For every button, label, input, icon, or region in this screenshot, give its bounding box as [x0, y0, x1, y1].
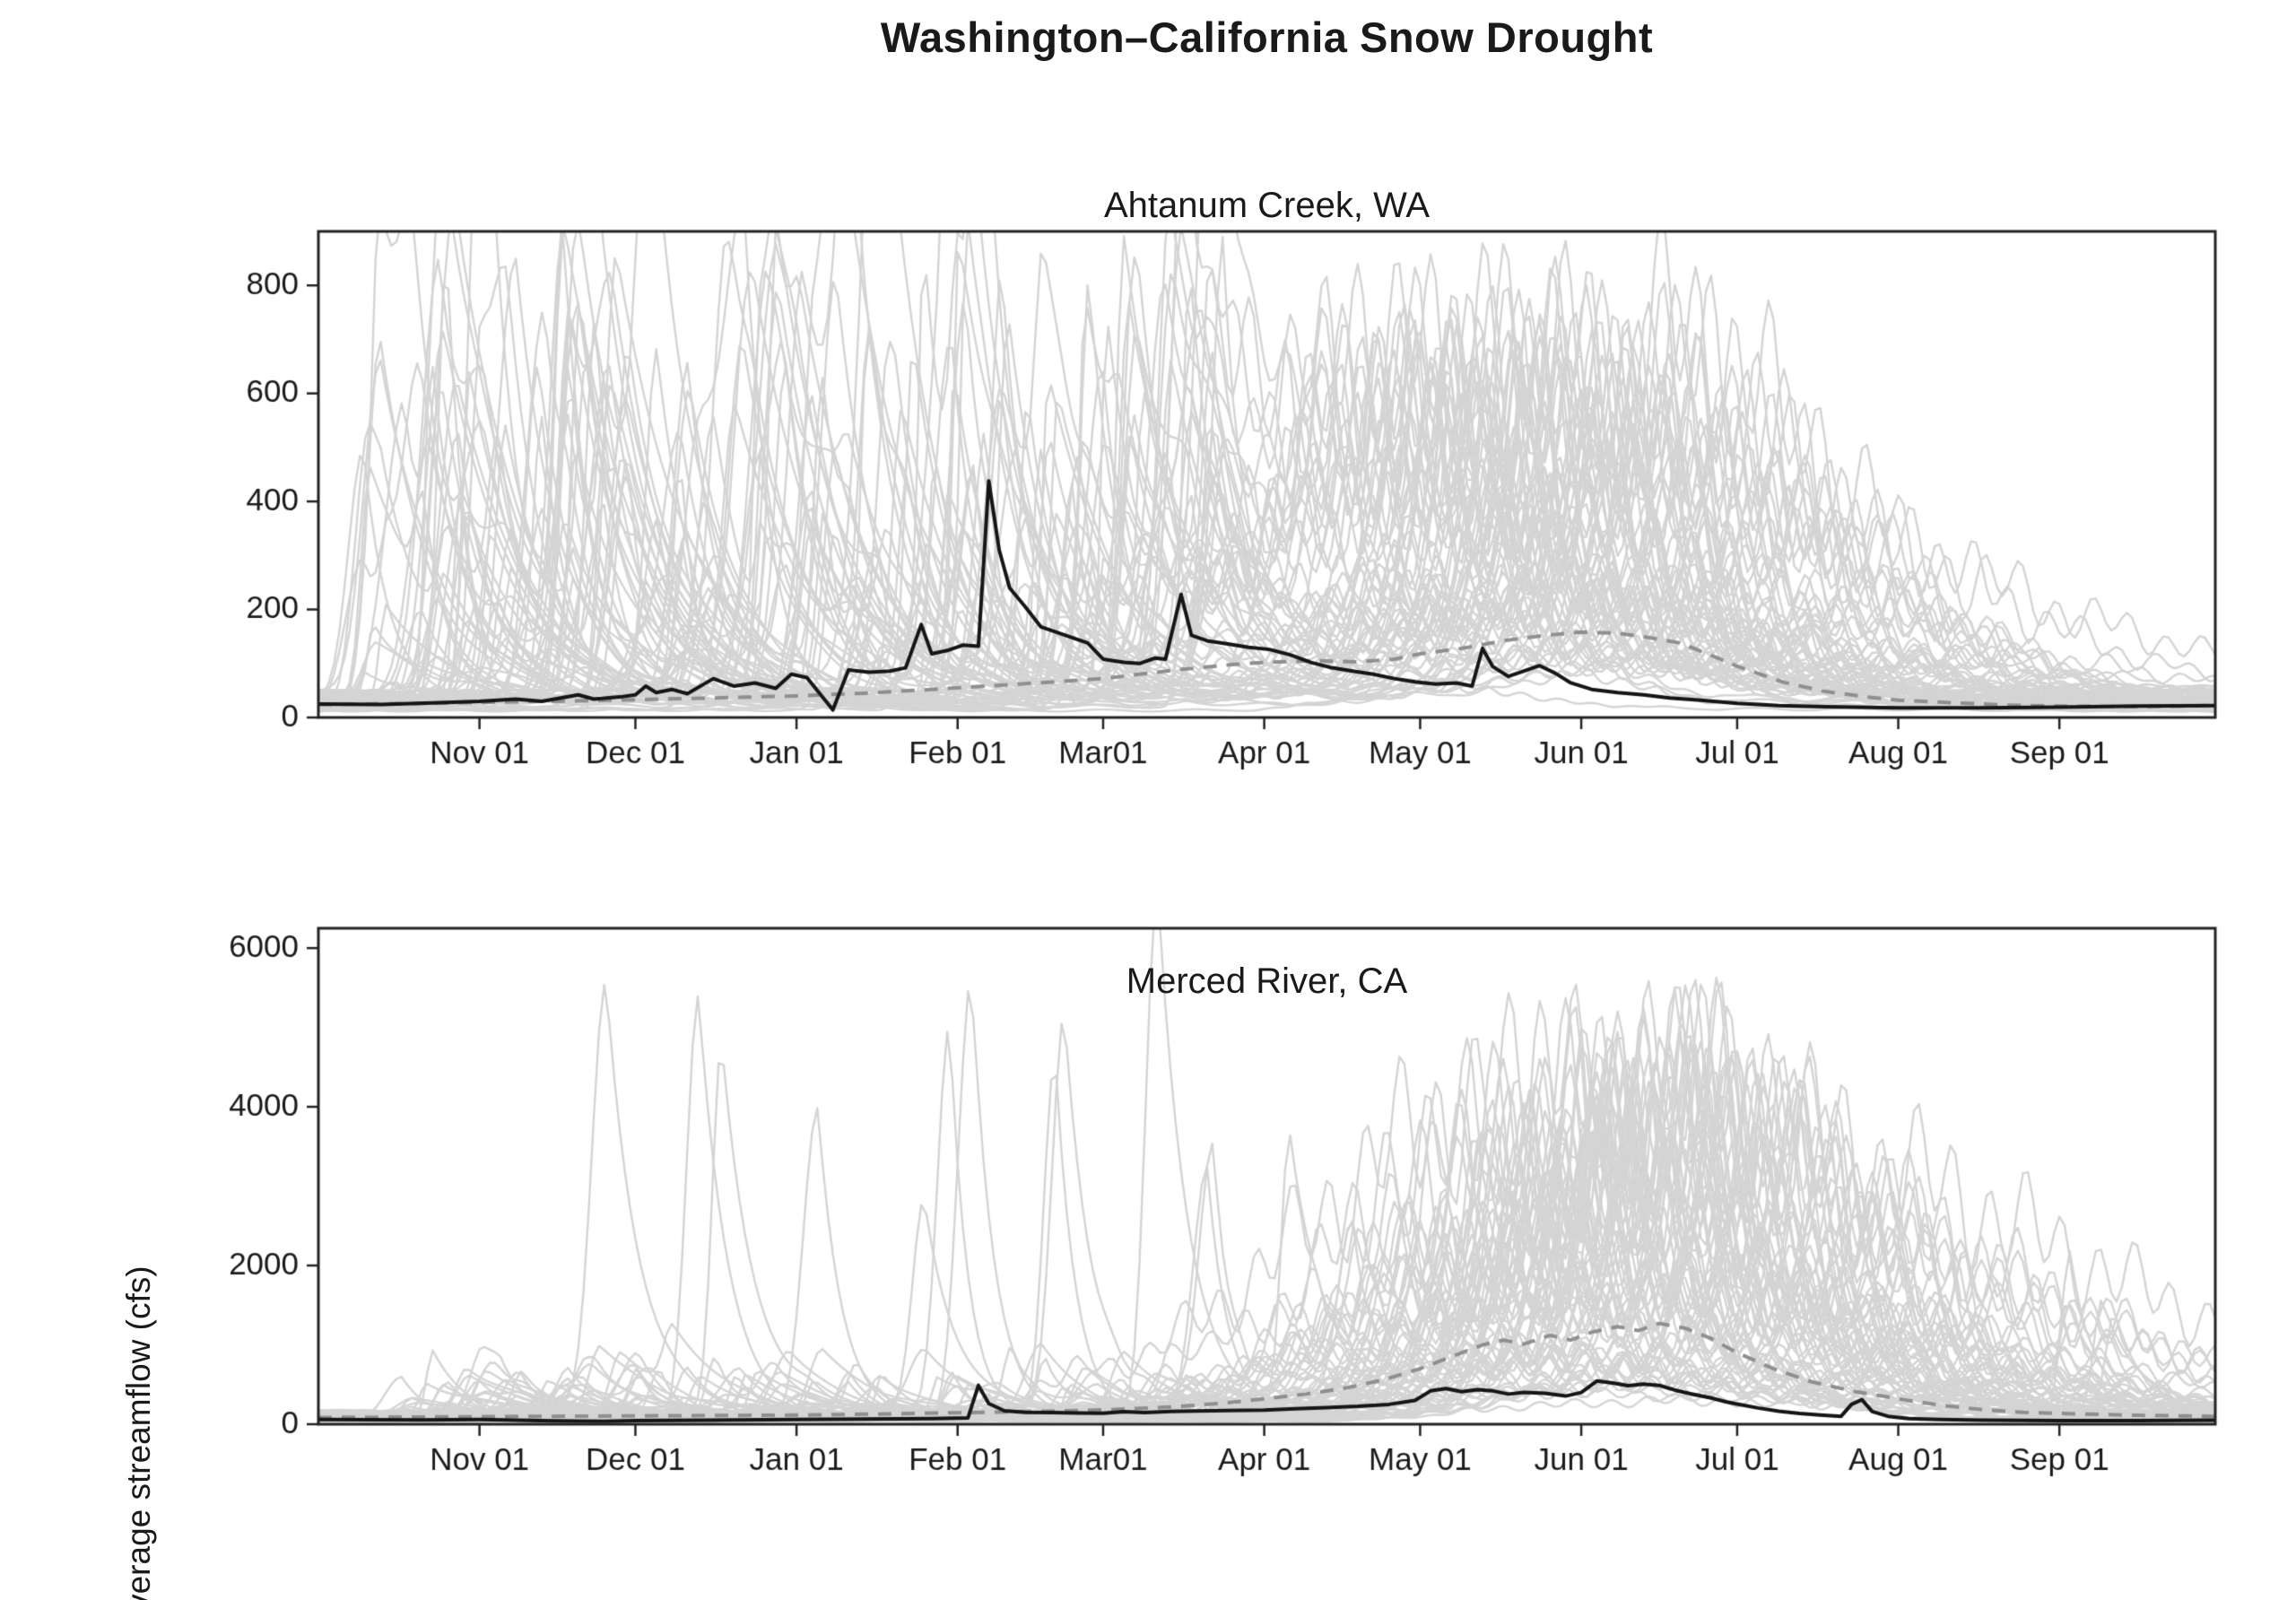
panel-title-merced: Merced River, CA	[1126, 961, 1408, 1001]
figure-title: Washington–California Snow Drought	[880, 13, 1654, 61]
panel-title-ahtanum: Ahtanum Creek, WA	[1103, 186, 1431, 225]
y-axis-label-merced: Daily average streamflow (cfs)	[120, 196, 158, 1600]
